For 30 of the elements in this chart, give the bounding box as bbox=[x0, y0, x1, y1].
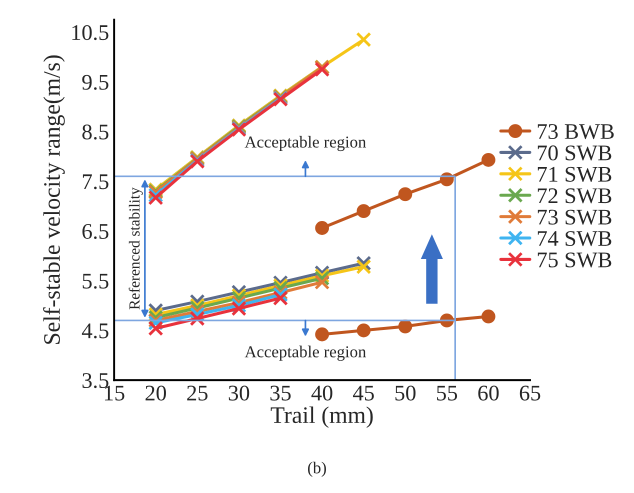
y-tick-label: 8.5 bbox=[82, 124, 108, 140]
x-tick-label: 35 bbox=[270, 386, 291, 401]
legend-label: 73 BWB bbox=[538, 124, 614, 140]
y-tick-label: 9.5 bbox=[82, 74, 108, 90]
text: (b) bbox=[308, 462, 326, 477]
x-tick-label: 25 bbox=[187, 386, 208, 401]
y-tick-label: 4.5 bbox=[82, 323, 108, 338]
legend-label: 70 SWB bbox=[538, 145, 612, 161]
x-tick-label: 50 bbox=[395, 386, 416, 401]
x-tick-label: 20 bbox=[146, 386, 166, 401]
annotation: Acceptable region bbox=[244, 346, 366, 361]
x-axis-title: Trail (mm) bbox=[270, 406, 373, 428]
annotation: Acceptable region bbox=[244, 136, 366, 152]
x-tick-label: 45 bbox=[352, 386, 374, 401]
annotation: Referenced stability bbox=[128, 187, 143, 310]
legend-label: 74 SWB bbox=[538, 231, 612, 246]
x-tick-label: 65 bbox=[520, 386, 540, 401]
legend-label: 73 SWB bbox=[538, 210, 612, 225]
x-tick-label: 55 bbox=[437, 386, 458, 401]
legend-label: 72 SWB bbox=[538, 188, 612, 204]
y-axis-title: Self-stable velocity range(m/s) bbox=[43, 55, 65, 344]
x-tick-label: 40 bbox=[311, 386, 332, 401]
y-tick-label: 10.5 bbox=[72, 25, 108, 40]
y-tick-label: 5.5 bbox=[82, 274, 108, 289]
x-tick-label: 60 bbox=[478, 386, 499, 401]
y-tick-label: 7.5 bbox=[82, 174, 108, 190]
y-tick-label: 6.5 bbox=[82, 224, 108, 240]
legend-label: 75 SWB bbox=[538, 252, 612, 268]
x-tick-label: 30 bbox=[228, 386, 250, 401]
legend-label: 71 SWB bbox=[538, 166, 612, 182]
